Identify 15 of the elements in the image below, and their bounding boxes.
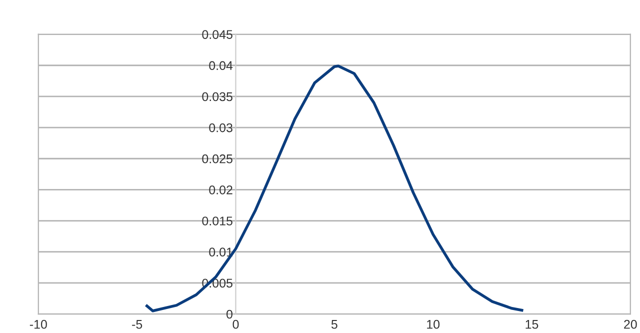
x-tick-label: -10 bbox=[30, 320, 47, 329]
y-tick-label: 0.04 bbox=[209, 61, 233, 70]
y-tick-label: 0.035 bbox=[202, 92, 232, 102]
x-tick-label: 15 bbox=[526, 320, 538, 329]
y-tick-label: 0.045 bbox=[202, 30, 232, 39]
y-tick-label: 0.02 bbox=[209, 186, 232, 194]
x-tick-label: 0 bbox=[232, 320, 239, 329]
y-tick-label: 0.015 bbox=[202, 216, 232, 226]
y-tick-label: 0 bbox=[226, 310, 232, 319]
x-tick-label: 10 bbox=[427, 320, 440, 329]
x-tick-label: 20 bbox=[624, 320, 637, 329]
x-tick-label: -5 bbox=[132, 320, 142, 329]
y-tick-label: 0.025 bbox=[202, 154, 232, 164]
x-tick-label: 5 bbox=[331, 320, 338, 329]
y-tick-label: 0.03 bbox=[209, 123, 232, 132]
